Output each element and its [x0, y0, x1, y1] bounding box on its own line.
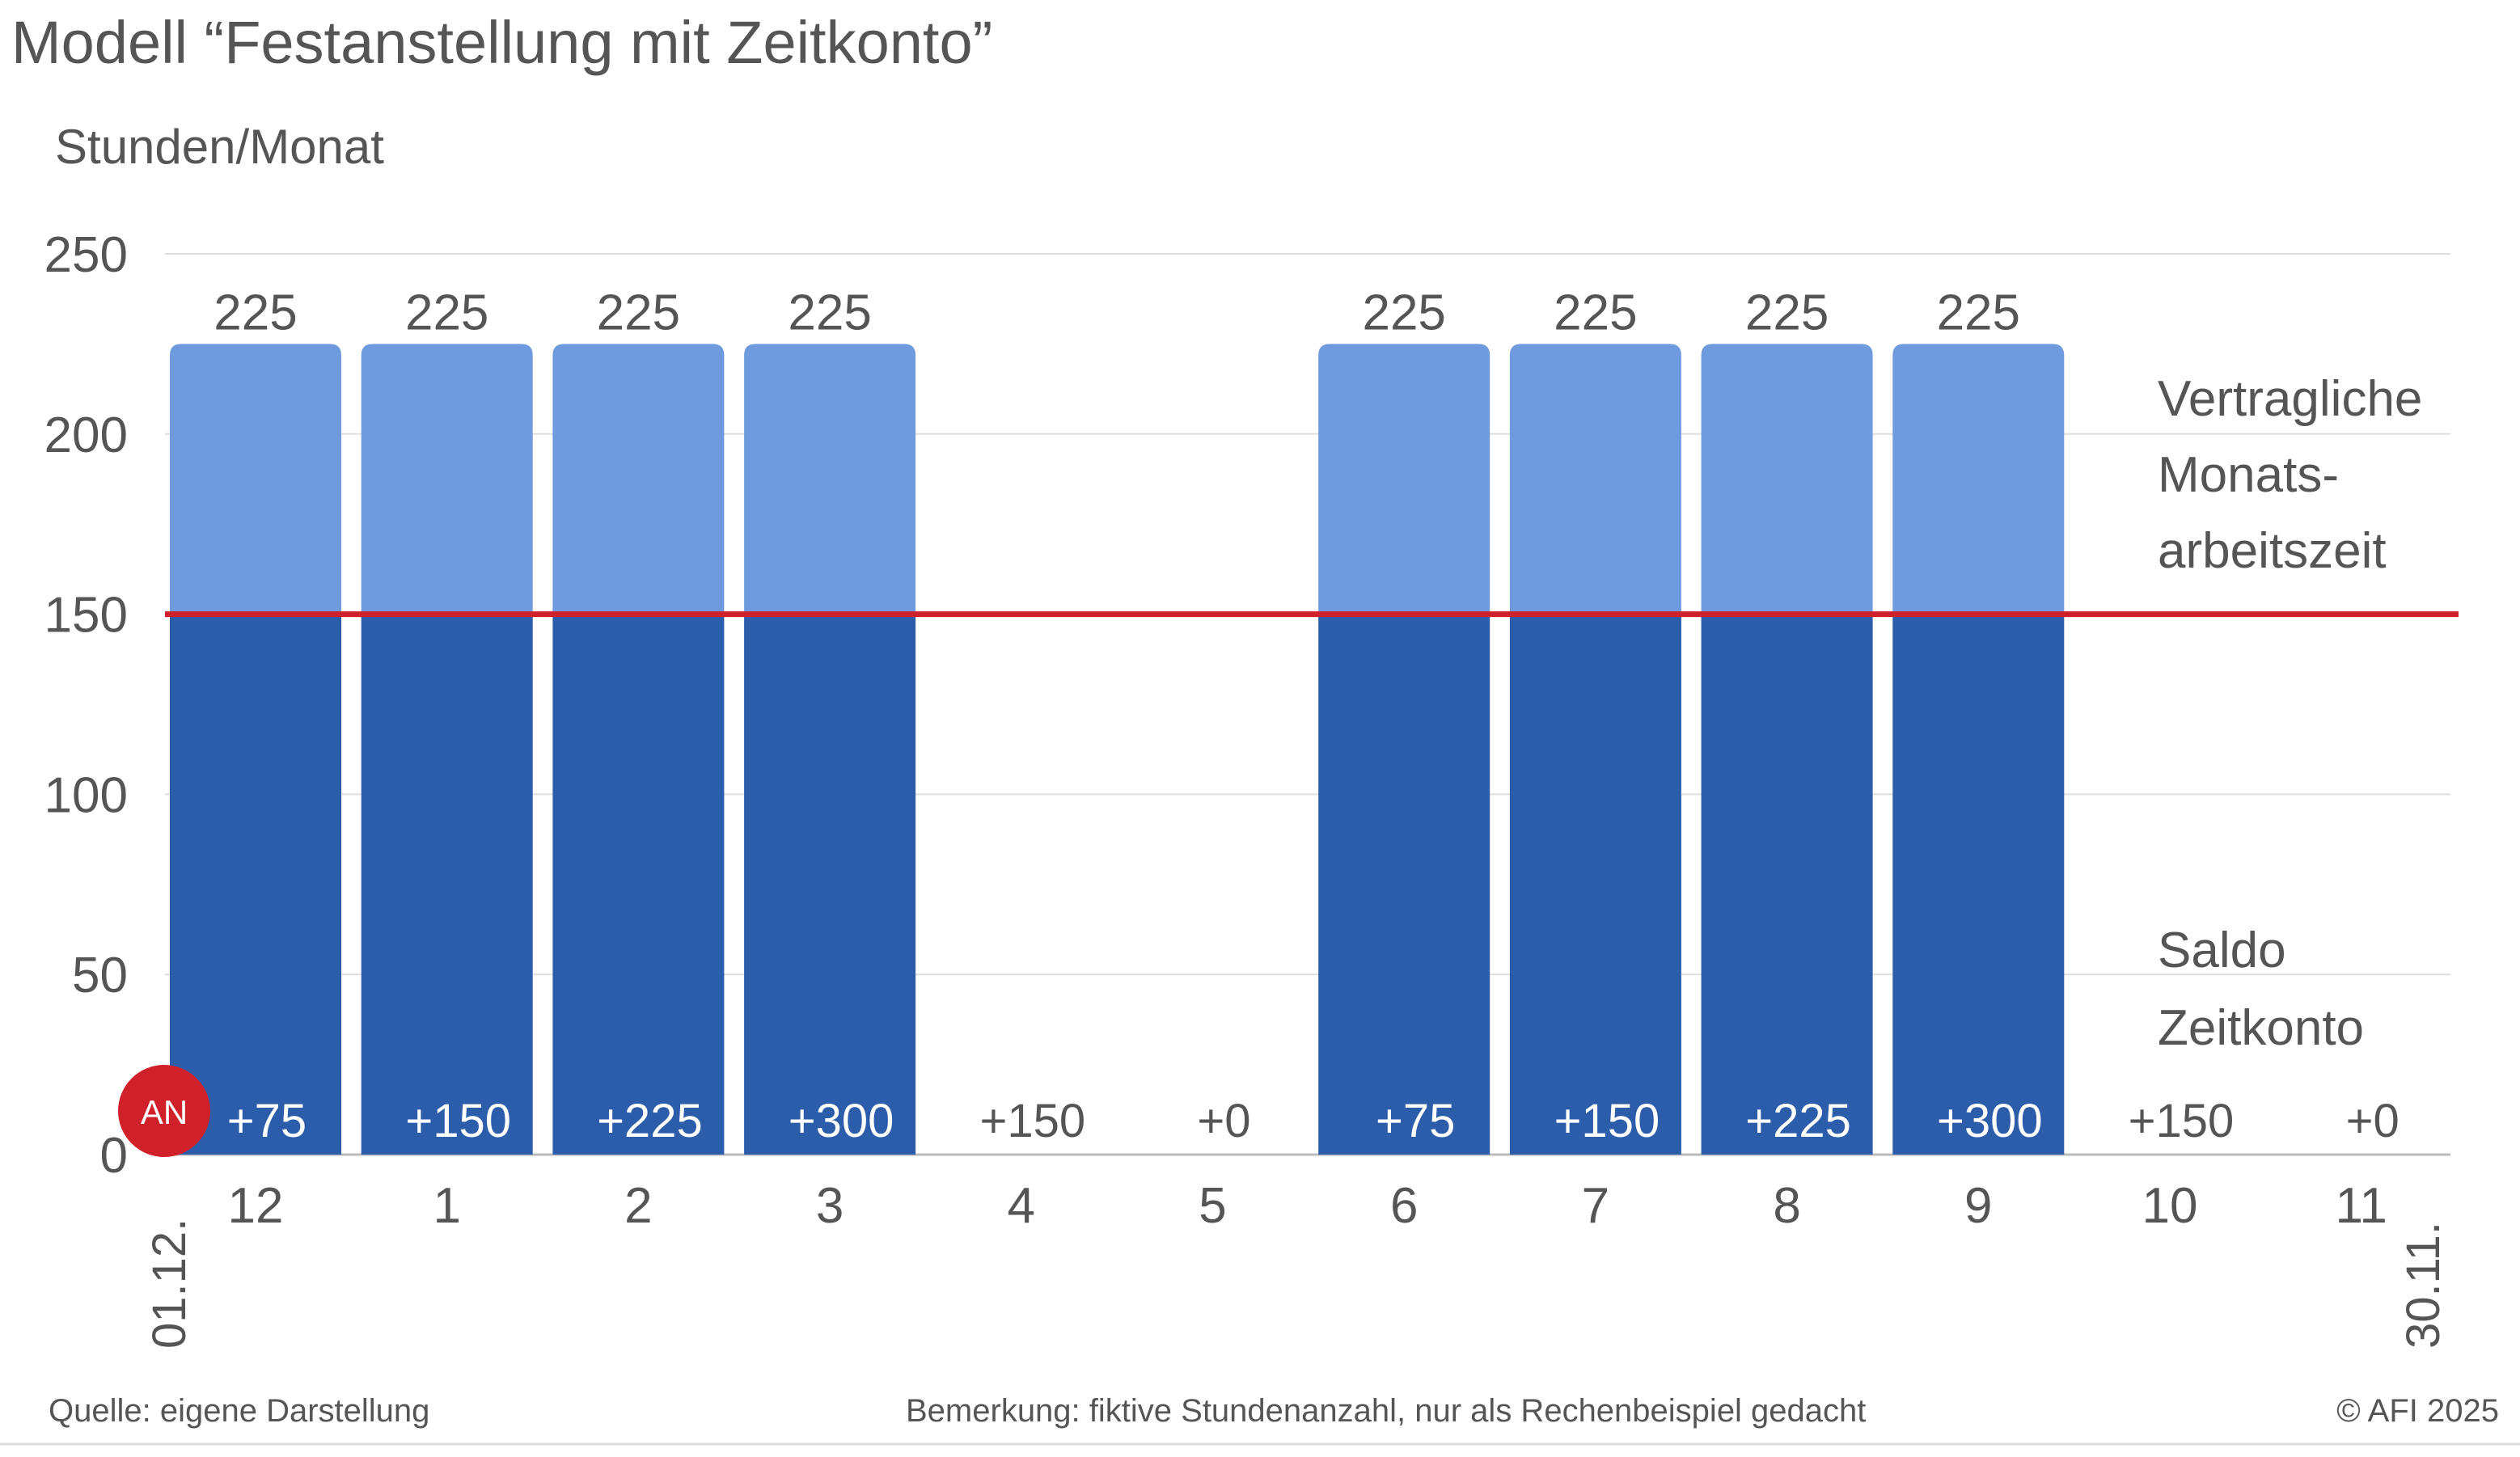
- saldo-label: +0: [2346, 1095, 2399, 1147]
- x-tick-label: 12: [228, 1178, 284, 1234]
- y-tick-label: 250: [44, 227, 128, 283]
- annotation-upper-line: Monats-: [2158, 447, 2339, 503]
- an-badge-label: AN: [141, 1093, 188, 1131]
- annotation-lower-line: Saldo: [2158, 923, 2286, 978]
- x-tick-label: 6: [1390, 1178, 1418, 1234]
- y-tick-label: 150: [44, 588, 128, 644]
- x-tick-label: 5: [1199, 1178, 1226, 1234]
- bar-upper-segment: [1701, 344, 1873, 614]
- bar-value-label: 225: [1362, 285, 1445, 340]
- x-tick-label: 4: [1008, 1178, 1035, 1234]
- bar-lower-segment: [361, 614, 533, 1155]
- chart-title: Modell “Festanstellung mit Zeitkonto”: [11, 9, 992, 76]
- bar-lower-segment: [1892, 614, 2065, 1155]
- saldo-label: +0: [1197, 1095, 1250, 1147]
- annotation-lower-line: Zeitkonto: [2158, 1000, 2364, 1056]
- bar-value-label: 225: [1937, 285, 2020, 340]
- y-tick-label: 100: [44, 767, 128, 823]
- saldo-label: +75: [1376, 1095, 1455, 1147]
- saldo-label: +225: [1745, 1095, 1851, 1147]
- saldo-label: +300: [789, 1095, 894, 1147]
- y-tick-label: 50: [72, 948, 128, 1003]
- bar-lower-segment: [1318, 614, 1490, 1155]
- saldo-label: +150: [979, 1095, 1085, 1147]
- an-badge-circle: [118, 1065, 210, 1157]
- an-badge: AN: [118, 1065, 210, 1157]
- x-tick-label: 10: [2142, 1178, 2198, 1234]
- x-tick-label: 8: [1773, 1178, 1800, 1234]
- y-tick-labels: 0 50 100 150 200 250: [44, 227, 128, 1184]
- saldo-labels: +75 +150 +225 +300 +150 +0 +75 +150 +225 +300 +150…: [227, 1095, 2399, 1147]
- x-tick-label: 7: [1582, 1178, 1609, 1234]
- saldo-label: +150: [2129, 1095, 2235, 1147]
- bar-value-label: 225: [405, 285, 488, 340]
- footer-source: Quelle: eigene Darstellung: [49, 1393, 429, 1429]
- saldo-label: +75: [227, 1095, 307, 1147]
- bar-upper-segment: [744, 344, 916, 614]
- y-axis-label: Stunden/Monat: [55, 120, 384, 174]
- bar-upper-segment: [1509, 344, 1681, 614]
- y-tick-label: 200: [44, 408, 128, 463]
- bars: [170, 344, 2065, 1155]
- footer-note: Bemerkung: fiktive Stundenanzahl, nur al…: [906, 1393, 1866, 1429]
- end-date-label: 30.11.: [2397, 1222, 2450, 1349]
- bar-value-label: 225: [214, 285, 297, 340]
- saldo-label: +225: [597, 1095, 703, 1147]
- bar-upper-segment: [361, 344, 533, 614]
- bar-lower-segment: [1509, 614, 1681, 1155]
- bar-value-label: 225: [788, 285, 871, 340]
- start-date-label: 01.12.: [143, 1218, 196, 1349]
- saldo-label: +150: [1554, 1095, 1660, 1147]
- x-tick-label: 1: [433, 1178, 460, 1234]
- annotations: Vertragliche Monats-arbeitszeit Saldo Zeitk…: [2158, 371, 2422, 1056]
- annotation-upper-line: arbeitszeit: [2158, 523, 2387, 579]
- bar-value-label: 225: [1745, 285, 1829, 340]
- bar-upper-segment: [552, 344, 725, 614]
- saldo-label: +300: [1937, 1095, 2043, 1147]
- bar-upper-segment: [1318, 344, 1490, 614]
- value-labels: 225 225 225 225 225 225 225 225: [214, 285, 2020, 340]
- x-tick-label: 9: [1964, 1178, 1992, 1234]
- bar-upper-segment: [170, 344, 341, 614]
- x-tick-label: 2: [624, 1178, 652, 1234]
- bar-value-label: 225: [1554, 285, 1637, 340]
- bar-lower-segment: [744, 614, 916, 1155]
- y-tick-label: 0: [100, 1128, 128, 1184]
- bar-lower-segment: [552, 614, 725, 1155]
- x-tick-label: 11: [2336, 1178, 2387, 1234]
- annotation-upper-line: Vertragliche: [2158, 371, 2422, 427]
- x-tick-label: 3: [816, 1178, 844, 1234]
- bar-lower-segment: [170, 614, 341, 1155]
- bar-lower-segment: [1701, 614, 1873, 1155]
- bar-upper-segment: [1892, 344, 2065, 614]
- bar-value-label: 225: [597, 285, 680, 340]
- footer-copyright: © AFI 2025: [2336, 1393, 2499, 1429]
- x-tick-labels: 12 1 2 3 4 5 6 7 8 9 10 11: [228, 1178, 2387, 1234]
- saldo-label: +150: [405, 1095, 511, 1147]
